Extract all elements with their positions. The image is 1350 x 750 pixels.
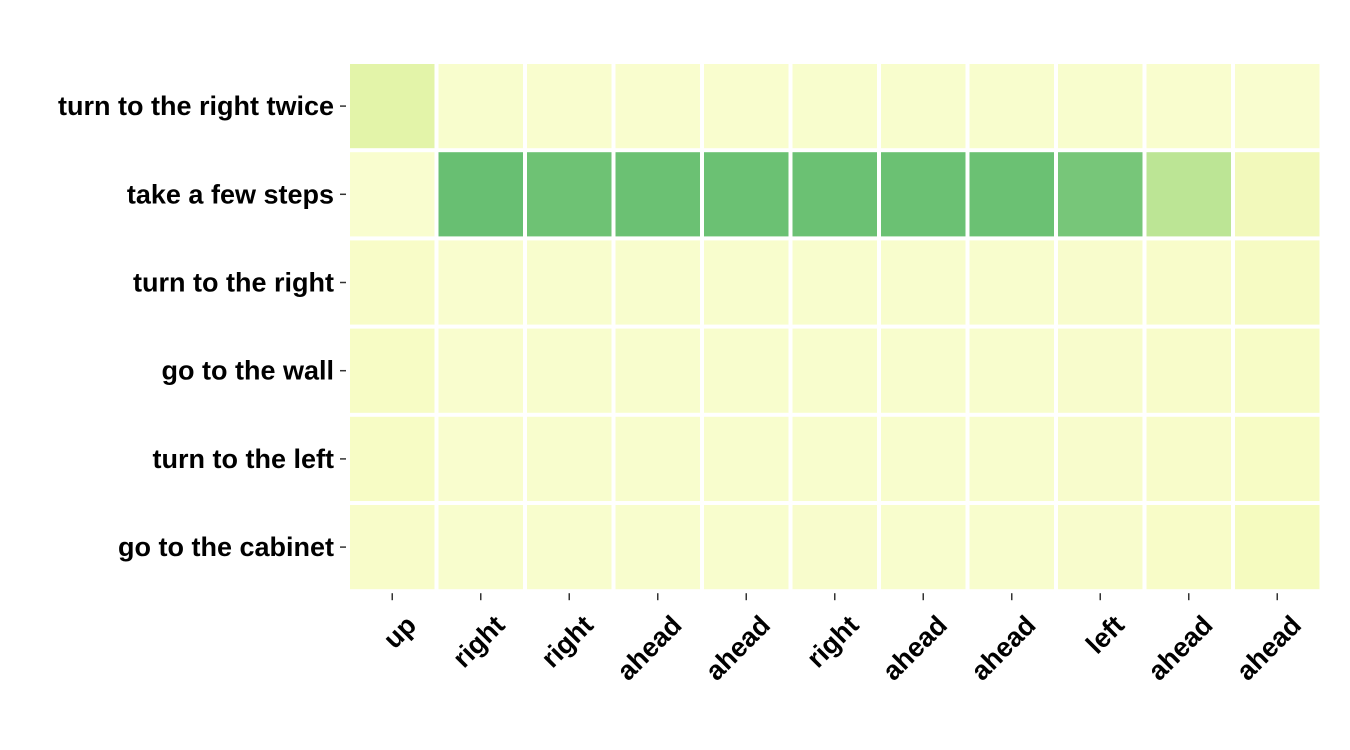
- heatmap-cell: [1146, 328, 1231, 413]
- x-tick-label: ahead: [611, 610, 687, 686]
- y-tick-label: turn to the right: [133, 268, 334, 298]
- y-tick-label: go to the wall: [162, 356, 335, 386]
- heatmap-cell: [881, 416, 966, 501]
- heatmap-cell: [527, 505, 612, 590]
- heatmap-cell: [438, 416, 523, 501]
- heatmap-cell: [969, 152, 1054, 237]
- heatmap-cell: [1146, 64, 1231, 149]
- heatmap-cell: [1058, 64, 1143, 149]
- x-tick-label: ahead: [965, 610, 1041, 686]
- heatmap-cell: [615, 64, 700, 149]
- x-tick-label: ahead: [700, 610, 776, 686]
- heatmap-cell: [881, 152, 966, 237]
- heatmap-cell: [969, 240, 1054, 325]
- heatmap-cell: [1058, 505, 1143, 590]
- x-tick-label: up: [378, 610, 423, 655]
- x-tick-label: right: [535, 610, 599, 674]
- x-tick-label: ahead: [1231, 610, 1307, 686]
- heatmap-cell: [438, 64, 523, 149]
- heatmap-cell: [704, 328, 789, 413]
- heatmap-cell: [350, 416, 435, 501]
- heatmap-cell: [1235, 240, 1320, 325]
- heatmap-cell: [881, 505, 966, 590]
- heatmap-cell: [1058, 416, 1143, 501]
- heatmap-cell: [704, 416, 789, 501]
- heatmap-cell: [527, 240, 612, 325]
- heatmap-cell: [438, 152, 523, 237]
- heatmap-cell: [350, 64, 435, 149]
- heatmap-cell: [792, 416, 877, 501]
- heatmap-cell: [1235, 152, 1320, 237]
- heatmap-cell: [1235, 328, 1320, 413]
- heatmap-cell: [1058, 152, 1143, 237]
- heatmap-cell: [792, 328, 877, 413]
- heatmap-cell: [527, 328, 612, 413]
- heatmap-cell: [1146, 152, 1231, 237]
- x-tick-label: ahead: [877, 610, 953, 686]
- heatmap-cell: [350, 505, 435, 590]
- heatmap-cell: [527, 64, 612, 149]
- y-tick-label: take a few steps: [127, 179, 334, 209]
- heatmap-cell: [527, 416, 612, 501]
- heatmap-cell: [1235, 64, 1320, 149]
- heatmap-cell: [704, 152, 789, 237]
- heatmap-cell: [438, 505, 523, 590]
- x-tick-label: ahead: [1142, 610, 1218, 686]
- y-tick-label: turn to the right twice: [58, 91, 334, 121]
- heatmap-cell: [438, 328, 523, 413]
- heatmap-cell: [1146, 416, 1231, 501]
- y-axis-labels: turn to the right twice take a few steps t…: [58, 91, 346, 562]
- heatmap-cell: [792, 240, 877, 325]
- heatmap-cell: [969, 328, 1054, 413]
- y-tick-label: turn to the left: [153, 444, 334, 474]
- heatmap-cell: [969, 505, 1054, 590]
- heatmap-cell: [1058, 328, 1143, 413]
- heatmap-cell: [969, 64, 1054, 149]
- y-tick-label: go to the cabinet: [118, 532, 334, 562]
- heatmap-cell: [350, 240, 435, 325]
- heatmap-cell: [1235, 505, 1320, 590]
- heatmap-cell: [881, 64, 966, 149]
- heatmap-cell: [527, 152, 612, 237]
- heatmap-cell: [881, 328, 966, 413]
- heatmap-cell: [350, 328, 435, 413]
- heatmap-cell: [792, 64, 877, 149]
- heatmap-cell: [615, 505, 700, 590]
- x-tick-label: right: [801, 610, 865, 674]
- heatmap-cell: [1146, 505, 1231, 590]
- heatmap-cell: [704, 64, 789, 149]
- heatmap-cell: [615, 416, 700, 501]
- heatmap-cell: [438, 240, 523, 325]
- heatmap-cell: [350, 152, 435, 237]
- x-axis-labels: up right right ahead ahead right ahead ahead lef…: [378, 593, 1307, 686]
- x-tick-label: right: [447, 610, 511, 674]
- heatmap-cell: [615, 328, 700, 413]
- x-tick-label: left: [1080, 610, 1130, 660]
- heatmap-cell: [615, 240, 700, 325]
- heatmap-cell: [792, 505, 877, 590]
- heatmap-cell: [792, 152, 877, 237]
- heatmap-cell: [1146, 240, 1231, 325]
- heatmap-cells: [350, 64, 1320, 590]
- heatmap-cell: [704, 505, 789, 590]
- heatmap-cell: [1058, 240, 1143, 325]
- heatmap-cell: [615, 152, 700, 237]
- heatmap-cell: [704, 240, 789, 325]
- heatmap-cell: [969, 416, 1054, 501]
- heatmap-cell: [1235, 416, 1320, 501]
- heatmap-cell: [881, 240, 966, 325]
